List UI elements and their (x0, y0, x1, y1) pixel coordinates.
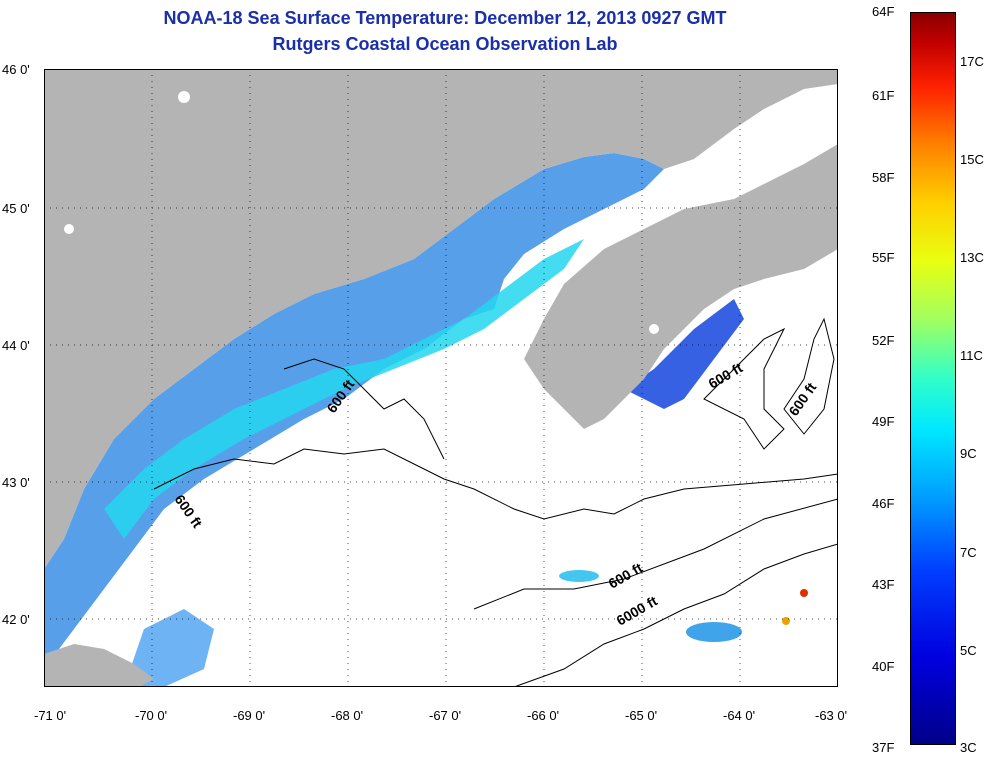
contour-6000ft (513, 543, 838, 687)
colorbar-label-c: 11C (960, 348, 983, 363)
colorbar-label-c: 9C (960, 446, 977, 461)
lon-label: -70 0' (135, 708, 168, 723)
colorbar-label-c: 3C (960, 740, 977, 755)
colorbar-label-f: 37F (872, 740, 895, 755)
contour-600ft-north (283, 358, 445, 460)
lon-label: -68 0' (331, 708, 364, 723)
title-line-2: Rutgers Coastal Ocean Observation Lab (272, 34, 618, 54)
lon-label: -63 0' (815, 708, 848, 723)
sst-nova-scotia-patch (624, 299, 744, 409)
land-mainland (44, 69, 838, 569)
colorbar-label-c: 7C (960, 545, 977, 560)
colorbar-label-c: 13C (960, 250, 984, 265)
map-frame (44, 69, 838, 687)
colorbar-label-f: 64F (872, 4, 895, 19)
sst-cyan-band (104, 239, 584, 539)
colorbar-label-f: 43F (872, 577, 895, 592)
contour-600ft-ns-2 (783, 317, 835, 435)
colorbar-label-c: 5C (960, 643, 977, 658)
colorbar-label-f: 52F (872, 333, 895, 348)
colorbar-label-f: 58F (872, 170, 895, 185)
colorbar-label-f: 61F (872, 88, 895, 103)
sst-offshore-patch-1 (686, 622, 742, 642)
colorbar-label-f: 49F (872, 414, 895, 429)
lat-label: 44 0' (2, 338, 30, 353)
lon-label: -66 0' (527, 708, 560, 723)
colorbar-label-f: 40F (872, 659, 895, 674)
lat-label: 46 0' (2, 62, 30, 77)
lat-label: 43 0' (2, 475, 30, 490)
land-cape-cod (44, 644, 154, 687)
lon-label: -64 0' (723, 708, 756, 723)
temperature-colorbar (910, 12, 956, 745)
lon-label: -67 0' (429, 708, 462, 723)
lon-label: -65 0' (625, 708, 658, 723)
contour-600ft-ns-1 (703, 327, 786, 450)
lon-label: -69 0' (233, 708, 266, 723)
colorbar-label-c: 17C (960, 54, 984, 69)
lat-label: 45 0' (2, 201, 30, 216)
sst-warm-spot-1 (800, 589, 808, 597)
land-nova-scotia (524, 144, 838, 429)
sst-offshore-patch-2 (559, 570, 599, 582)
lon-label: -71 0' (34, 708, 67, 723)
colorbar-label-f: 55F (872, 250, 895, 265)
lat-label: 42 0' (2, 612, 30, 627)
title-line-1: NOAA-18 Sea Surface Temperature: Decembe… (163, 8, 727, 28)
sst-south-patch (124, 609, 214, 687)
colorbar-label-c: 15C (960, 152, 984, 167)
contour-600ft-gulf (153, 448, 838, 520)
contour-600ft-shelf (473, 498, 838, 610)
sst-map: 600 ft 600 ft 600 ft 600 ft 600 ft 6000 … (44, 69, 838, 687)
sst-coastal-band (44, 153, 664, 669)
colorbar-label-f: 46F (872, 496, 895, 511)
